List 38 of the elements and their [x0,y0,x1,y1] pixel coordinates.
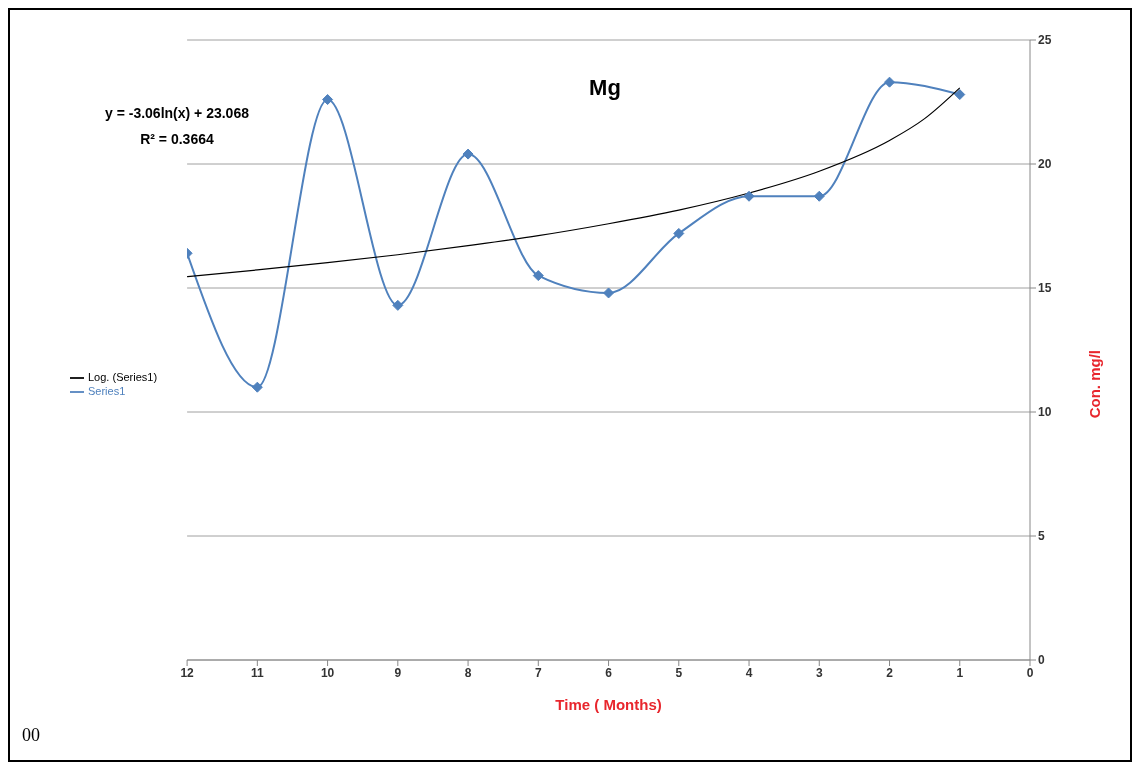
point [251,381,263,393]
point [673,227,685,239]
y-axis-title: Con. mg/l [1086,350,1104,419]
text: Mg [589,75,621,100]
x-axis-title: Time ( Months) [555,696,662,713]
x-tick-label: 10 [320,665,335,680]
x-tick-label: 7 [534,665,542,680]
annotation: R² = 0.3664 [139,130,215,149]
x-tick-label: 4 [745,665,753,680]
x-tick-label: 6 [605,665,613,680]
x-tick-label: 5 [675,665,683,680]
y-tick-label: 10 [1038,405,1052,420]
point [322,94,334,106]
point [532,270,544,282]
x-tick-label: 12 [180,665,195,680]
annotation: y = -3.06ln(x) + 23.068 [105,104,249,123]
point [743,190,755,202]
y-tick-label: 0 [1038,653,1045,668]
legend-label: Series1 [88,385,126,397]
x-tick-label: 8 [464,665,472,680]
point [603,287,615,299]
y-tick-label: 20 [1038,157,1052,172]
legend-label: Log. (Series1) [88,370,158,383]
x-tick-label: 2 [886,665,894,680]
point [392,299,404,311]
y-tick-label: 5 [1038,529,1045,544]
x-tick-label: 9 [394,665,402,680]
x-tick-label: 3 [815,665,823,680]
point [462,148,474,160]
point [813,190,825,202]
y-tick-label: 15 [1038,281,1052,296]
x-tick-label: 1 [956,665,964,680]
text: 00 [22,725,40,746]
y-tick-label: 25 [1038,33,1052,48]
point [954,89,966,101]
x-tick-label: 0 [1026,665,1034,680]
x-tick-label: 11 [250,665,264,680]
point [884,76,896,88]
